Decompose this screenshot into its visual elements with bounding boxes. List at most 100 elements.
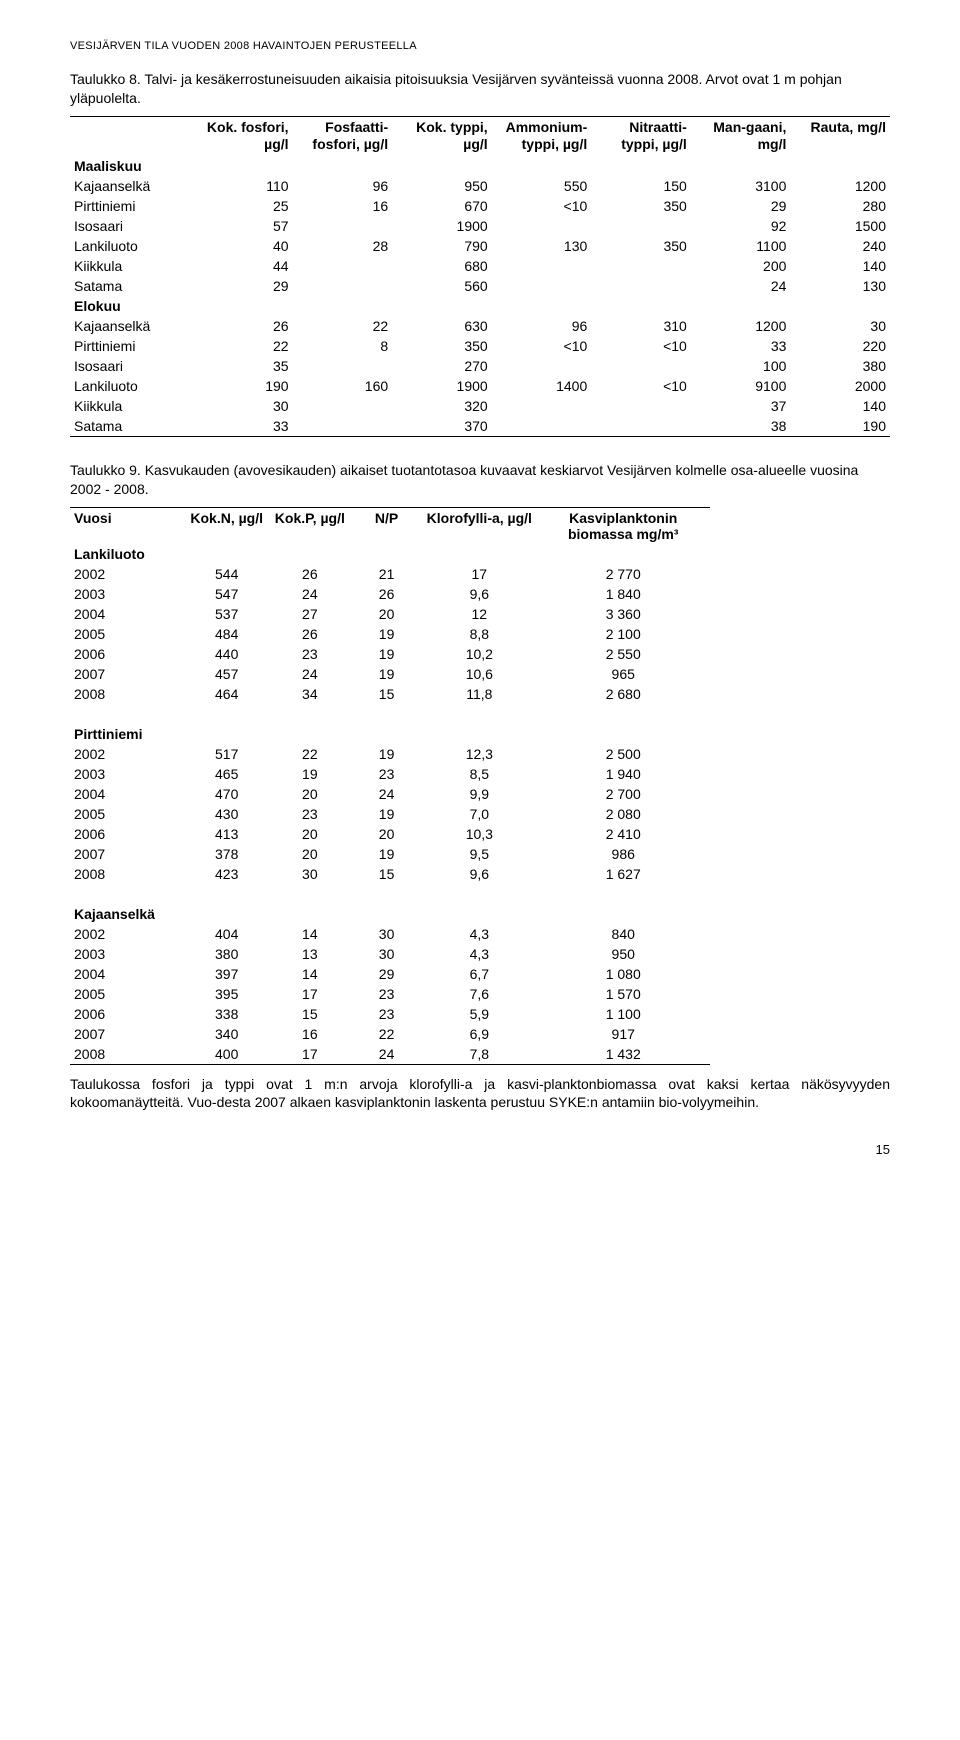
table-cell: 57 bbox=[193, 216, 293, 236]
table-cell: 19 bbox=[351, 664, 421, 684]
table8-col6: Man-gaani, mg/l bbox=[691, 117, 791, 156]
table-cell: 350 bbox=[392, 336, 492, 356]
table-cell: 2 500 bbox=[537, 744, 710, 764]
table-cell: 26 bbox=[193, 316, 293, 336]
table8-col4: Ammonium-typpi, µg/l bbox=[492, 117, 592, 156]
table-cell: 397 bbox=[185, 964, 268, 984]
table-cell: 840 bbox=[537, 924, 710, 944]
table-cell: Satama bbox=[70, 276, 193, 296]
table-row: Satama3337038190 bbox=[70, 416, 890, 436]
table-cell: 6,7 bbox=[422, 964, 537, 984]
table-cell: 7,8 bbox=[422, 1044, 537, 1064]
table-cell: 4,3 bbox=[422, 924, 537, 944]
table8-col3: Kok. typpi, µg/l bbox=[392, 117, 492, 156]
table-cell: 630 bbox=[392, 316, 492, 336]
table-row: 2007457241910,6965 bbox=[70, 664, 710, 684]
table-cell: 24 bbox=[268, 664, 351, 684]
table-cell: 2002 bbox=[70, 744, 185, 764]
table-cell: 10,3 bbox=[422, 824, 537, 844]
table-cell: 9,9 bbox=[422, 784, 537, 804]
table-cell: 9,6 bbox=[422, 864, 537, 884]
table-cell: 2 410 bbox=[537, 824, 710, 844]
table-cell: 20 bbox=[268, 784, 351, 804]
table-cell: Isosaari bbox=[70, 216, 193, 236]
table-cell: 1 940 bbox=[537, 764, 710, 784]
table-cell: 457 bbox=[185, 664, 268, 684]
table-cell: 2008 bbox=[70, 864, 185, 884]
table-cell: 7,0 bbox=[422, 804, 537, 824]
table-row: Pirttiniemi2516670<1035029280 bbox=[70, 196, 890, 216]
table-cell: 1400 bbox=[492, 376, 592, 396]
table-cell: 44 bbox=[193, 256, 293, 276]
table-cell: 1 080 bbox=[537, 964, 710, 984]
table-cell bbox=[293, 276, 393, 296]
table-cell: 30 bbox=[193, 396, 293, 416]
table-cell: 23 bbox=[351, 764, 421, 784]
table-cell: 150 bbox=[591, 176, 691, 196]
table-row: 200633815235,91 100 bbox=[70, 1004, 710, 1024]
table-cell: 2008 bbox=[70, 1044, 185, 1064]
table-cell: 22 bbox=[193, 336, 293, 356]
table-cell: 240 bbox=[790, 236, 890, 256]
table-cell: Satama bbox=[70, 416, 193, 436]
table-cell: 917 bbox=[537, 1024, 710, 1044]
table-cell: 30 bbox=[351, 924, 421, 944]
table-cell: 14 bbox=[268, 924, 351, 944]
table-cell: 5,9 bbox=[422, 1004, 537, 1024]
table-cell: 986 bbox=[537, 844, 710, 864]
table-cell: 140 bbox=[790, 256, 890, 276]
table-cell: 310 bbox=[591, 316, 691, 336]
table-row: 200439714296,71 080 bbox=[70, 964, 710, 984]
table-cell: 2004 bbox=[70, 784, 185, 804]
table-row: 200842330159,61 627 bbox=[70, 864, 710, 884]
table-cell: 23 bbox=[351, 984, 421, 1004]
table9-col1: Kok.N, µg/l bbox=[185, 508, 268, 544]
table9-col5: Kasviplanktonin biomassa mg/m³ bbox=[537, 508, 710, 544]
table-cell: 37 bbox=[691, 396, 791, 416]
table-cell: 950 bbox=[537, 944, 710, 964]
table-cell: 2003 bbox=[70, 584, 185, 604]
table-cell bbox=[293, 356, 393, 376]
table-cell: 2007 bbox=[70, 844, 185, 864]
table9: Vuosi Kok.N, µg/l Kok.P, µg/l N/P Klorof… bbox=[70, 508, 710, 1064]
table-cell bbox=[492, 276, 592, 296]
table-cell: 2006 bbox=[70, 1004, 185, 1024]
table-cell: 790 bbox=[392, 236, 492, 256]
table-cell: 1900 bbox=[392, 376, 492, 396]
table-cell bbox=[293, 216, 393, 236]
table-cell: 2002 bbox=[70, 564, 185, 584]
table-row: Kiikkula44680200140 bbox=[70, 256, 890, 276]
table-cell: 40 bbox=[193, 236, 293, 256]
table-cell: 2007 bbox=[70, 664, 185, 684]
table-cell: 3100 bbox=[691, 176, 791, 196]
table-cell: 1 570 bbox=[537, 984, 710, 1004]
table-cell: 2005 bbox=[70, 984, 185, 1004]
table-row: 2006440231910,22 550 bbox=[70, 644, 710, 664]
table-row: 200447020249,92 700 bbox=[70, 784, 710, 804]
table-cell: 404 bbox=[185, 924, 268, 944]
table-cell: Kiikkula bbox=[70, 396, 193, 416]
table-cell: 2 100 bbox=[537, 624, 710, 644]
table-cell: 380 bbox=[790, 356, 890, 376]
table-cell: 3 360 bbox=[537, 604, 710, 624]
table-cell: 30 bbox=[351, 944, 421, 964]
table-row: 20025442621172 770 bbox=[70, 564, 710, 584]
table-cell: Kajaanselkä bbox=[70, 316, 193, 336]
table-cell: 1 100 bbox=[537, 1004, 710, 1024]
table-cell: Isosaari bbox=[70, 356, 193, 376]
table-cell: 670 bbox=[392, 196, 492, 216]
table-row: Lankiluoto19016019001400<1091002000 bbox=[70, 376, 890, 396]
table-cell: 470 bbox=[185, 784, 268, 804]
table-cell: 29 bbox=[351, 964, 421, 984]
table-row: 200548426198,82 100 bbox=[70, 624, 710, 644]
table-cell: 27 bbox=[268, 604, 351, 624]
table-cell: 1100 bbox=[691, 236, 791, 256]
table-cell: 1 627 bbox=[537, 864, 710, 884]
table-cell: 320 bbox=[392, 396, 492, 416]
table-cell: 560 bbox=[392, 276, 492, 296]
table-spacer-row bbox=[70, 884, 710, 904]
table-cell: 190 bbox=[790, 416, 890, 436]
table-cell: 9,6 bbox=[422, 584, 537, 604]
table-cell: <10 bbox=[492, 196, 592, 216]
table-row: 2006413202010,32 410 bbox=[70, 824, 710, 844]
